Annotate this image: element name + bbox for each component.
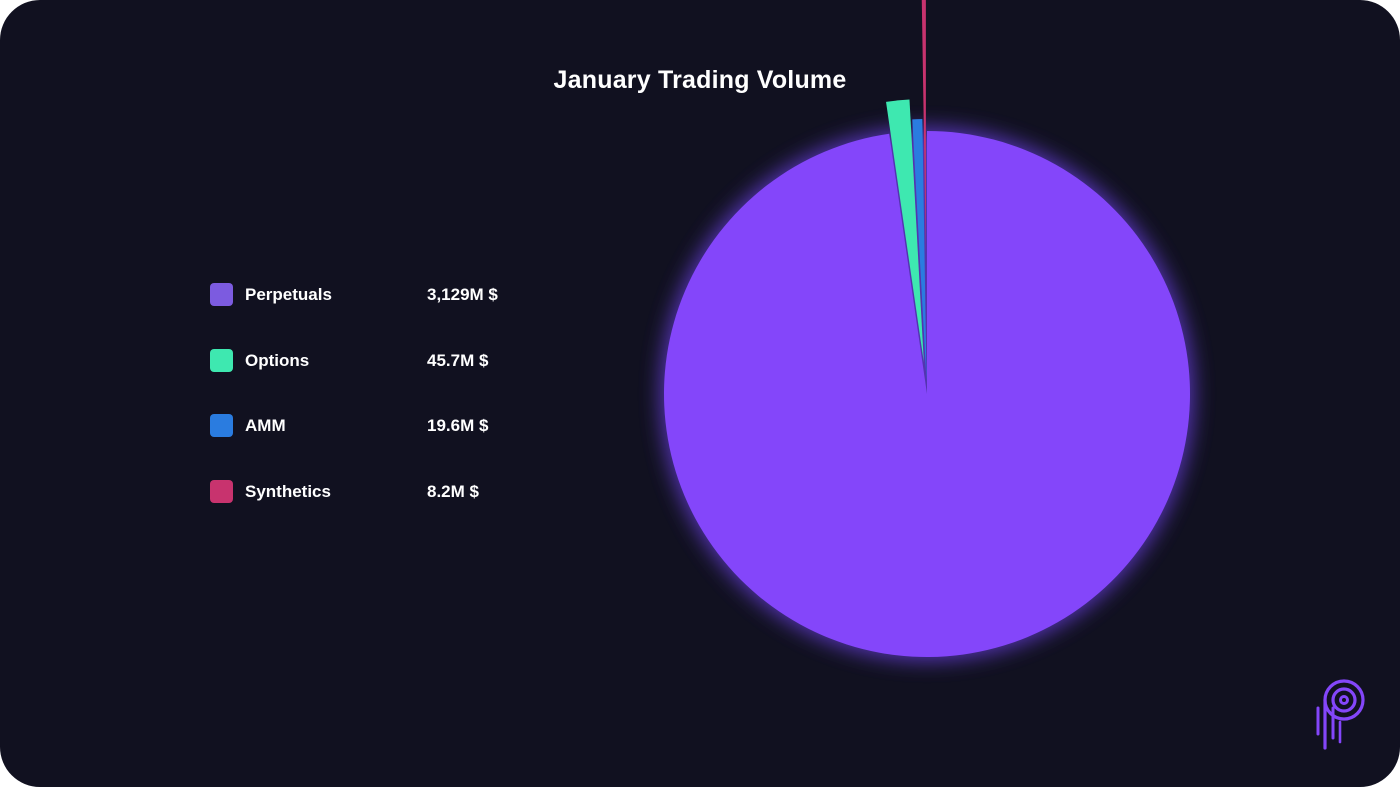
legend-swatch (210, 348, 233, 372)
legend-item-synthetics[interactable]: Synthetics 8.2M $ (210, 479, 550, 504)
legend-value: 45.7M $ (427, 350, 489, 370)
brand-logo-icon (1316, 679, 1365, 750)
legend-item-amm[interactable]: AMM 19.6M $ (210, 414, 550, 438)
legend-swatch (210, 414, 233, 437)
legend-value: 3,129M $ (427, 285, 498, 304)
legend-item-perpetuals[interactable]: Perpetuals 3,129M $ (210, 283, 550, 307)
legend-label: AMM (245, 416, 286, 435)
legend-value: 19.6M $ (427, 416, 489, 435)
legend-item-options[interactable]: Options 45.7M $ (210, 348, 550, 373)
pie-slice-perpetuals[interactable] (664, 131, 1190, 658)
chart-title: January Trading Volume (553, 66, 847, 94)
legend-swatch (210, 479, 233, 503)
legend-value: 8.2M $ (427, 481, 479, 501)
legend-label: Options (245, 350, 310, 370)
pie-slice-options[interactable] (886, 99, 924, 363)
pie-slice-synthetics[interactable] (921, 0, 926, 257)
legend-label: Perpetuals (245, 285, 332, 304)
legend: Perpetuals 3,129M $ Options 45.7M $ AMM … (210, 283, 550, 545)
legend-swatch (210, 283, 233, 306)
legend-label: Synthetics (245, 481, 331, 501)
pie-slice-amm[interactable] (912, 119, 927, 383)
